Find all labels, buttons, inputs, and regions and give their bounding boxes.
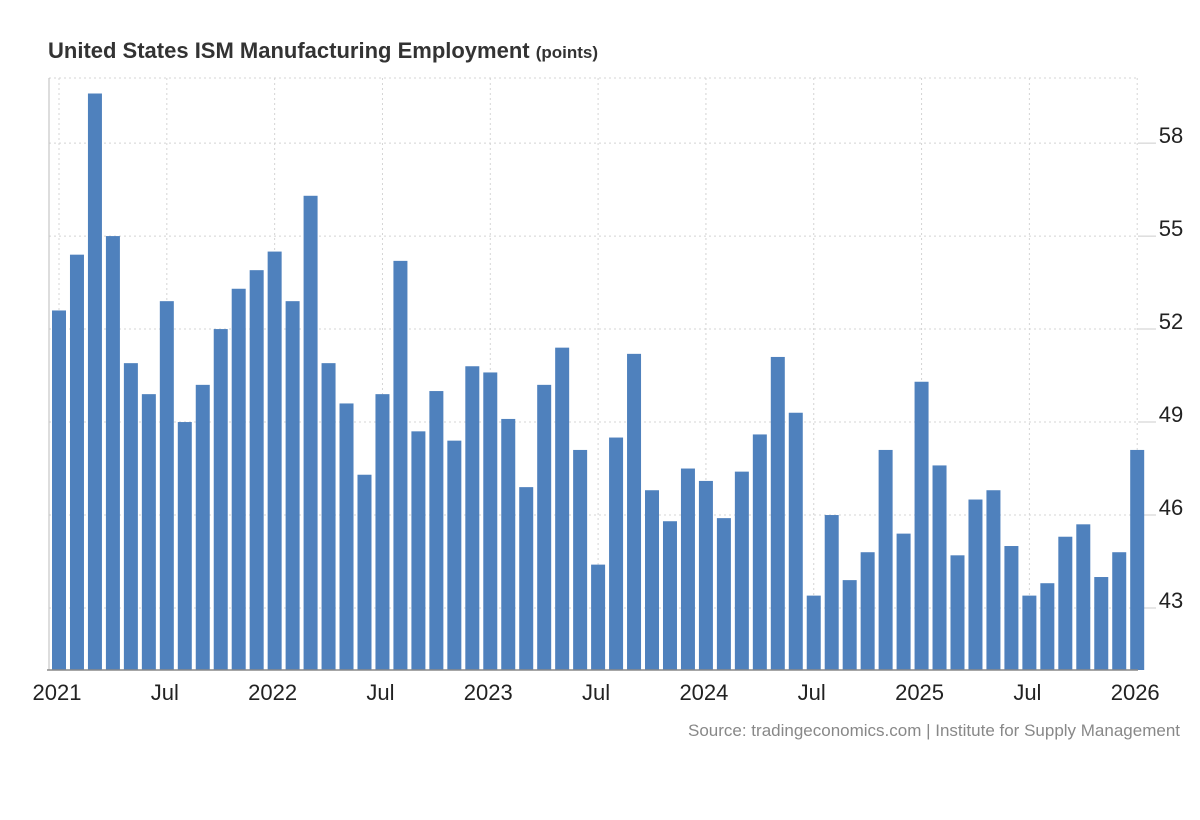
bar — [1022, 595, 1037, 670]
bar — [716, 518, 731, 670]
x-tick-label: 2026 — [1111, 680, 1160, 705]
bar — [788, 412, 803, 670]
bar — [1112, 552, 1127, 670]
y-tick-label: 52 — [1159, 309, 1183, 334]
bar — [591, 564, 606, 670]
x-tick-label: Jul — [798, 680, 826, 705]
bar — [105, 236, 120, 670]
x-tick-label: 2022 — [248, 680, 297, 705]
y-tick-label: 43 — [1159, 588, 1183, 613]
x-tick-label: 2021 — [33, 680, 82, 705]
bar — [501, 418, 516, 670]
bar — [842, 580, 857, 670]
bar — [1040, 583, 1055, 670]
bar — [1094, 577, 1109, 670]
bar — [429, 391, 444, 670]
x-tick-label: Jul — [366, 680, 394, 705]
bar — [303, 195, 318, 670]
y-tick-label: 55 — [1159, 216, 1183, 241]
bar — [52, 310, 66, 670]
bar — [1058, 536, 1073, 670]
bar — [752, 434, 767, 670]
y-tick-label: 49 — [1159, 402, 1183, 427]
bar — [1004, 546, 1019, 670]
bar — [555, 347, 570, 670]
bar — [123, 363, 138, 670]
bar — [411, 431, 426, 670]
chart-unit: (points) — [535, 43, 599, 62]
y-tick-label: 46 — [1159, 495, 1183, 520]
bar — [968, 499, 983, 670]
bar — [537, 384, 552, 670]
bar — [680, 468, 695, 670]
bar — [339, 403, 354, 670]
chart-title: United States ISM Manufacturing Employme… — [48, 38, 598, 64]
bar — [195, 384, 210, 670]
source-note: Source: tradingeconomics.com | Institute… — [688, 721, 1180, 740]
bar — [950, 555, 965, 670]
x-tick-label: Jul — [582, 680, 610, 705]
x-tick-label: Jul — [151, 680, 179, 705]
bar — [662, 521, 677, 670]
bar — [357, 474, 372, 670]
bar — [860, 552, 875, 670]
bar — [393, 260, 408, 670]
bar — [267, 251, 282, 670]
bar — [159, 301, 174, 670]
bar — [806, 595, 821, 670]
y-tick-label: 58 — [1159, 123, 1183, 148]
bar — [447, 440, 462, 670]
x-tick-label: 2024 — [679, 680, 728, 705]
bar — [321, 363, 336, 670]
bar — [177, 422, 192, 670]
x-tick-label: 2023 — [464, 680, 513, 705]
bar — [627, 353, 642, 670]
bar — [249, 270, 264, 670]
bar — [914, 381, 929, 670]
bar — [770, 356, 785, 670]
bar — [213, 329, 228, 670]
bar — [734, 471, 749, 670]
bar — [375, 394, 390, 670]
bar — [87, 93, 102, 670]
bar — [824, 515, 839, 670]
x-tick-label: 2025 — [895, 680, 944, 705]
bar — [573, 449, 588, 670]
bar — [896, 533, 911, 670]
bar — [483, 372, 498, 670]
x-tick-label: Jul — [1013, 680, 1041, 705]
bar — [231, 288, 246, 670]
bar — [698, 480, 713, 670]
bar — [1076, 524, 1091, 670]
chart-title-text: United States ISM Manufacturing Employme… — [48, 38, 530, 63]
bar — [519, 487, 534, 670]
bar — [1130, 449, 1145, 670]
bar — [69, 254, 84, 671]
bar — [932, 465, 947, 670]
bar — [285, 301, 300, 670]
bar — [878, 449, 893, 670]
bar — [609, 437, 624, 670]
bar — [986, 490, 1001, 670]
bar — [465, 366, 480, 670]
bar — [645, 490, 660, 670]
bar — [141, 394, 156, 670]
